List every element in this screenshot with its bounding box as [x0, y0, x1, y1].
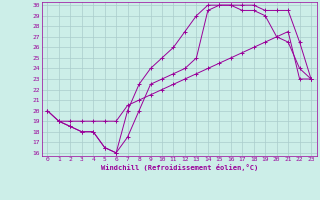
X-axis label: Windchill (Refroidissement éolien,°C): Windchill (Refroidissement éolien,°C) [100, 164, 258, 171]
